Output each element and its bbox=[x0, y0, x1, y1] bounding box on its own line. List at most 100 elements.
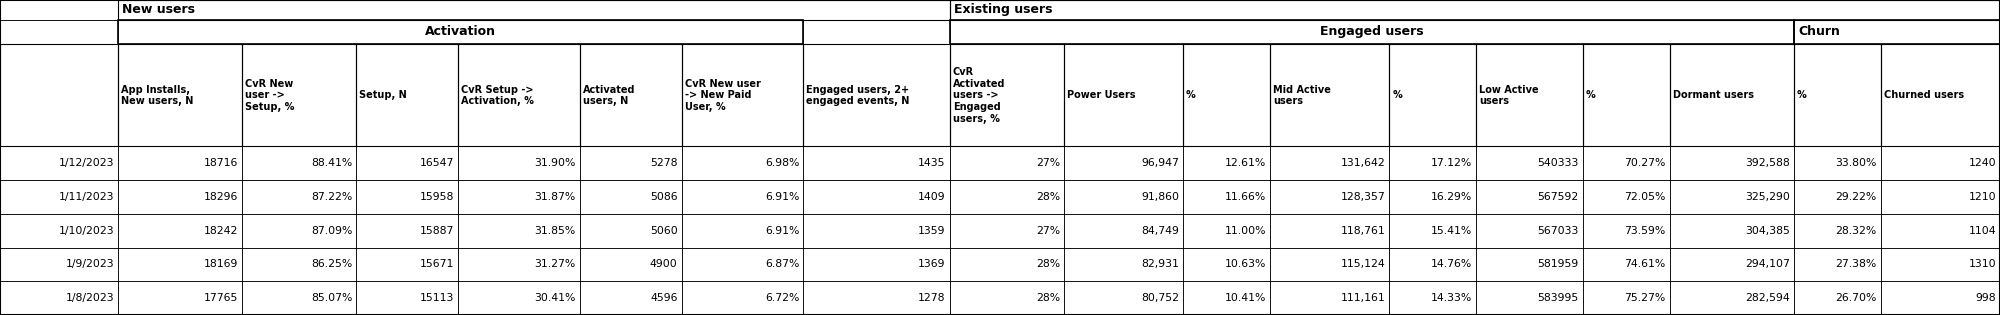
Text: 75.27%: 75.27% bbox=[1624, 293, 1666, 303]
Text: 18242: 18242 bbox=[204, 226, 238, 236]
Bar bbox=[804, 20, 950, 44]
Bar bbox=[1880, 44, 2000, 146]
Bar bbox=[1670, 214, 1794, 248]
Text: Mid Active
users: Mid Active users bbox=[1274, 85, 1330, 106]
Bar bbox=[1670, 248, 1794, 281]
Bar bbox=[1390, 281, 1476, 315]
Text: 85.07%: 85.07% bbox=[310, 293, 352, 303]
Bar bbox=[1184, 281, 1270, 315]
Text: Low Active
users: Low Active users bbox=[1480, 85, 1538, 106]
Text: 115,124: 115,124 bbox=[1340, 260, 1386, 269]
Bar bbox=[1064, 281, 1184, 315]
Text: 392,588: 392,588 bbox=[1746, 158, 1790, 168]
Bar bbox=[1270, 180, 1390, 214]
Bar bbox=[1064, 146, 1184, 180]
Bar bbox=[0, 214, 118, 248]
Text: 30.41%: 30.41% bbox=[534, 293, 576, 303]
Text: 15113: 15113 bbox=[420, 293, 454, 303]
Text: 28%: 28% bbox=[1036, 260, 1060, 269]
Bar bbox=[0, 281, 118, 315]
Bar bbox=[242, 281, 356, 315]
Text: 5060: 5060 bbox=[650, 226, 678, 236]
Text: 86.25%: 86.25% bbox=[312, 260, 352, 269]
Text: 294,107: 294,107 bbox=[1746, 260, 1790, 269]
Text: 1210: 1210 bbox=[1968, 192, 1996, 202]
Bar bbox=[1582, 146, 1670, 180]
Bar bbox=[1670, 44, 1794, 146]
Bar bbox=[1064, 214, 1184, 248]
Text: %: % bbox=[1392, 90, 1402, 100]
Bar bbox=[1880, 281, 2000, 315]
Bar bbox=[1880, 248, 2000, 281]
Bar bbox=[950, 20, 1794, 44]
Bar bbox=[804, 146, 950, 180]
Bar bbox=[1270, 44, 1390, 146]
Text: 28%: 28% bbox=[1036, 293, 1060, 303]
Bar bbox=[1794, 248, 1880, 281]
Bar bbox=[0, 248, 118, 281]
Bar bbox=[242, 44, 356, 146]
Bar bbox=[1064, 44, 1184, 146]
Text: 1/8/2023: 1/8/2023 bbox=[66, 293, 114, 303]
Bar bbox=[1184, 146, 1270, 180]
Bar bbox=[1794, 146, 1880, 180]
Bar bbox=[458, 146, 580, 180]
Text: 15958: 15958 bbox=[420, 192, 454, 202]
Bar bbox=[458, 180, 580, 214]
Bar bbox=[1476, 281, 1582, 315]
Bar bbox=[950, 44, 1064, 146]
Bar bbox=[118, 248, 242, 281]
Bar bbox=[1270, 248, 1390, 281]
Text: 1435: 1435 bbox=[918, 158, 946, 168]
Bar bbox=[1270, 146, 1390, 180]
Bar bbox=[1270, 281, 1390, 315]
Text: 1/10/2023: 1/10/2023 bbox=[58, 226, 114, 236]
Text: 88.41%: 88.41% bbox=[312, 158, 352, 168]
Text: 10.41%: 10.41% bbox=[1224, 293, 1266, 303]
Bar bbox=[1670, 180, 1794, 214]
Text: CvR New
user ->
Setup, %: CvR New user -> Setup, % bbox=[246, 79, 294, 112]
Text: Activated
users, N: Activated users, N bbox=[582, 85, 636, 106]
Text: 87.09%: 87.09% bbox=[310, 226, 352, 236]
Text: Power Users: Power Users bbox=[1066, 90, 1136, 100]
Bar bbox=[1064, 180, 1184, 214]
Bar bbox=[1582, 281, 1670, 315]
Bar bbox=[118, 0, 950, 20]
Bar bbox=[580, 146, 682, 180]
Bar bbox=[950, 248, 1064, 281]
Bar bbox=[118, 180, 242, 214]
Text: 12.61%: 12.61% bbox=[1224, 158, 1266, 168]
Bar bbox=[1390, 180, 1476, 214]
Text: 84,749: 84,749 bbox=[1142, 226, 1180, 236]
Bar bbox=[1476, 248, 1582, 281]
Bar bbox=[1794, 214, 1880, 248]
Bar bbox=[804, 44, 950, 146]
Text: 1278: 1278 bbox=[918, 293, 946, 303]
Text: 1369: 1369 bbox=[918, 260, 946, 269]
Text: 14.76%: 14.76% bbox=[1430, 260, 1472, 269]
Bar bbox=[1880, 214, 2000, 248]
Bar bbox=[1794, 180, 1880, 214]
Bar bbox=[950, 214, 1064, 248]
Text: 540333: 540333 bbox=[1538, 158, 1578, 168]
Text: 567033: 567033 bbox=[1538, 226, 1578, 236]
Bar bbox=[458, 44, 580, 146]
Text: Existing users: Existing users bbox=[954, 3, 1052, 16]
Text: 1/9/2023: 1/9/2023 bbox=[66, 260, 114, 269]
Bar bbox=[0, 20, 118, 44]
Text: 16547: 16547 bbox=[420, 158, 454, 168]
Bar bbox=[1670, 281, 1794, 315]
Text: 6.91%: 6.91% bbox=[764, 192, 800, 202]
Text: 5086: 5086 bbox=[650, 192, 678, 202]
Bar bbox=[458, 214, 580, 248]
Bar bbox=[804, 281, 950, 315]
Text: %: % bbox=[1186, 90, 1196, 100]
Text: 16.29%: 16.29% bbox=[1430, 192, 1472, 202]
Bar bbox=[1476, 44, 1582, 146]
Text: 282,594: 282,594 bbox=[1746, 293, 1790, 303]
Text: 17765: 17765 bbox=[204, 293, 238, 303]
Bar bbox=[682, 248, 804, 281]
Bar bbox=[242, 146, 356, 180]
Bar bbox=[1390, 44, 1476, 146]
Bar bbox=[458, 248, 580, 281]
